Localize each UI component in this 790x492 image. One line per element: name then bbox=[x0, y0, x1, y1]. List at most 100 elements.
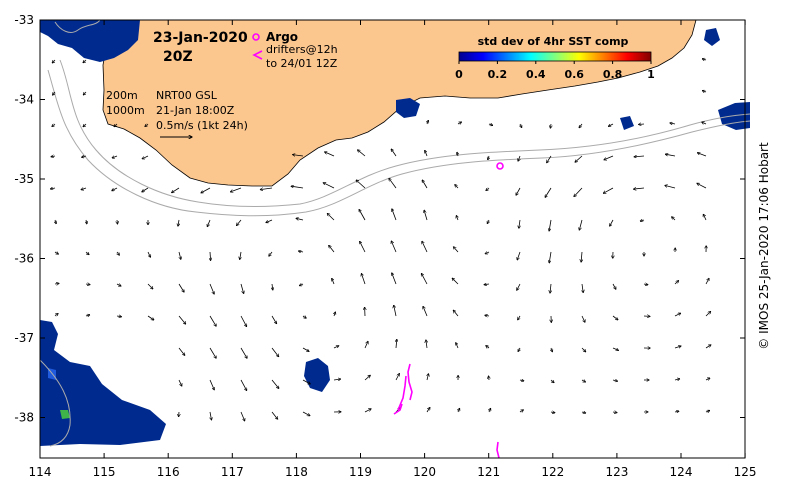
current-arrow bbox=[364, 341, 368, 349]
current-arrow bbox=[396, 339, 397, 349]
current-arrow bbox=[302, 411, 310, 416]
current-arrow bbox=[117, 251, 119, 255]
current-arrow bbox=[334, 312, 335, 317]
current-arrow bbox=[85, 284, 90, 285]
current-arrow bbox=[639, 124, 645, 125]
longitude-tick-label: 120 bbox=[413, 465, 436, 479]
longitude-tick-label: 123 bbox=[605, 465, 628, 479]
current-arrow bbox=[209, 379, 214, 390]
current-arrow bbox=[112, 187, 118, 191]
current-arrow bbox=[178, 219, 179, 226]
current-arrow bbox=[116, 316, 122, 317]
current-arrow bbox=[705, 311, 711, 317]
current-arrow bbox=[581, 251, 582, 262]
latitude-tick-label: -34 bbox=[14, 93, 34, 107]
current-arrow bbox=[489, 408, 491, 413]
current-arrow bbox=[518, 315, 520, 320]
current-arrow bbox=[581, 315, 585, 322]
current-arrow bbox=[643, 284, 648, 285]
current-arrow bbox=[271, 411, 278, 419]
current-arrow bbox=[519, 219, 520, 228]
current-arrow bbox=[260, 187, 273, 190]
current-arrow bbox=[674, 411, 679, 412]
current-arrow bbox=[487, 219, 489, 224]
current-arrow bbox=[550, 123, 551, 128]
current-arrow bbox=[54, 283, 59, 284]
current-arrow bbox=[395, 374, 399, 381]
current-arrow bbox=[705, 411, 710, 413]
current-arrow bbox=[325, 152, 335, 157]
current-arrow bbox=[83, 91, 86, 95]
latitude-tick-label: -38 bbox=[14, 411, 34, 425]
current-arrow bbox=[81, 188, 87, 190]
current-arrow bbox=[697, 153, 707, 157]
current-arrow bbox=[582, 283, 583, 293]
current-arrow bbox=[458, 408, 460, 413]
current-arrow bbox=[52, 124, 56, 127]
current-arrow bbox=[82, 156, 87, 157]
current-arrow bbox=[517, 251, 521, 260]
current-arrow bbox=[271, 379, 279, 389]
current-arrow bbox=[426, 407, 430, 413]
current-arrow bbox=[272, 283, 273, 290]
current-arrow bbox=[116, 284, 121, 286]
current-arrow bbox=[634, 156, 645, 157]
map-time: 20Z bbox=[163, 49, 193, 65]
colorbar-tick-label: 0.6 bbox=[564, 68, 584, 81]
current-arrow bbox=[670, 123, 676, 124]
current-arrow bbox=[489, 376, 490, 381]
current-arrow bbox=[581, 412, 586, 413]
sst-patches bbox=[40, 20, 750, 446]
colorbar: std dev of 4hr SST comp 0 0.2 0.4 0.6 0.8 1 bbox=[455, 35, 655, 81]
current-arrow bbox=[364, 409, 371, 413]
current-arrow bbox=[201, 187, 211, 193]
current-arrow bbox=[240, 251, 241, 260]
current-arrow bbox=[50, 188, 56, 189]
current-arrow bbox=[391, 241, 397, 253]
current-arrow bbox=[705, 345, 711, 349]
current-arrow bbox=[360, 241, 366, 253]
current-arrow bbox=[230, 187, 242, 192]
current-arrow bbox=[209, 283, 214, 294]
colorbar-gradient bbox=[458, 51, 652, 62]
current-arrow bbox=[209, 315, 216, 326]
current-arrow bbox=[456, 216, 458, 221]
drifter-legend-icon bbox=[252, 50, 263, 60]
current-arrow bbox=[364, 375, 370, 381]
current-arrow bbox=[703, 214, 707, 221]
current-arrow bbox=[266, 219, 273, 223]
current-arrow bbox=[54, 252, 58, 254]
current-arrow bbox=[697, 183, 707, 189]
drifter-track bbox=[496, 441, 500, 459]
current-arrow bbox=[423, 306, 428, 317]
latitude-axis: -33 -34 -35 -36 -37 -38 bbox=[14, 13, 745, 425]
current-arrow bbox=[674, 281, 679, 285]
current-arrow bbox=[142, 187, 149, 192]
colorbar-tick-label: 0.8 bbox=[603, 68, 623, 81]
current-arrow bbox=[665, 185, 676, 189]
longitude-tick-label: 122 bbox=[541, 465, 564, 479]
longitude-tick-label: 114 bbox=[29, 465, 52, 479]
current-arrow bbox=[361, 274, 366, 285]
current-arrow bbox=[612, 315, 618, 320]
longitude-tick-label: 117 bbox=[221, 465, 244, 479]
current-arrow bbox=[240, 411, 245, 421]
current-arrow bbox=[705, 378, 710, 380]
current-arrow bbox=[391, 149, 397, 157]
current-arrow bbox=[209, 347, 216, 358]
drifter-track bbox=[407, 363, 413, 401]
current-arrow bbox=[549, 219, 552, 231]
depth-label: 1000m bbox=[106, 104, 145, 117]
current-arrow bbox=[240, 347, 247, 358]
marker-legend: Argo drifters@12h to 24/01 12Z bbox=[252, 30, 338, 70]
current-arrow bbox=[425, 150, 428, 157]
current-arrow bbox=[54, 314, 58, 317]
current-arrow bbox=[240, 315, 247, 327]
colorbar-title: std dev of 4hr SST comp bbox=[478, 35, 629, 48]
latitude-tick-label: -36 bbox=[14, 252, 34, 266]
current-arrow bbox=[422, 241, 428, 253]
current-arrow bbox=[612, 283, 616, 289]
current-arrow bbox=[456, 343, 459, 349]
latitude-tick-label: -35 bbox=[14, 172, 34, 186]
